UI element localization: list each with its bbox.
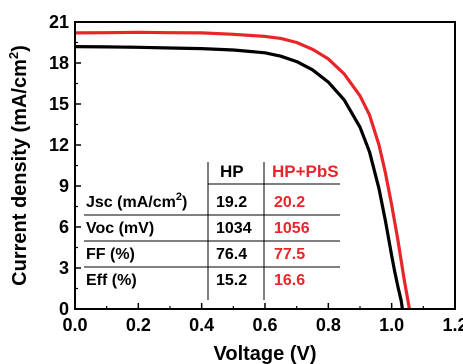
x-tick-label: 0.6: [252, 315, 277, 335]
plot-frame: [74, 21, 456, 310]
x-tick-label: 0.4: [189, 315, 214, 335]
parameters-table: HP HP+PbS Jsc (mA/cm2) 19.2 20.2 Voc (mV) 1034…: [84, 162, 340, 300]
table-cell-hp-pbs: 20.2: [274, 194, 305, 211]
x-axis-ticks: 0.0 0.2 0.4 0.6 0.8 1.0 1.2: [62, 303, 463, 335]
series-line-hp: [74, 45, 404, 310]
y-axis-label-end: ): [9, 45, 31, 52]
table-cell-hp-pbs: 16.6: [274, 272, 305, 289]
series-line-hp-pbs: [74, 30, 411, 310]
table-row-label: Eff (%): [86, 272, 137, 289]
y-tick-label: 3: [59, 258, 69, 278]
table-cell-hp: 15.2: [216, 272, 247, 289]
series-layer: [74, 30, 411, 310]
table-cell-hp-pbs: 1056: [274, 220, 310, 237]
y-axis-label-main: Current density (mA/cm: [9, 59, 31, 286]
x-tick-label: 1.2: [442, 315, 463, 335]
table-row-label: Jsc (mA/cm2): [86, 191, 187, 211]
y-tick-label: 15: [49, 94, 69, 114]
table-row-label: FF (%): [86, 246, 135, 263]
table-cell-hp: 1034: [216, 220, 252, 237]
table-header-hp: HP: [220, 162, 244, 181]
y-tick-label: 6: [59, 217, 69, 237]
table-row-label: Voc (mV): [86, 220, 154, 237]
x-tick-label: 1.0: [379, 315, 404, 335]
table-cell-hp-pbs: 77.5: [274, 246, 305, 263]
x-tick-label: 0.0: [62, 315, 87, 335]
x-axis-label: Voltage (V): [214, 343, 317, 364]
table-header-hp-pbs: HP+PbS: [272, 162, 339, 181]
y-tick-label: 18: [49, 53, 69, 73]
table-cell-hp: 76.4: [216, 246, 247, 263]
y-axis-ticks: 0 3 6 9 12 15 18 21: [49, 12, 81, 319]
y-tick-label: 12: [49, 135, 69, 155]
y-tick-label: 21: [49, 12, 69, 32]
x-tick-label: 0.2: [126, 315, 151, 335]
y-axis-label-sup: 2: [6, 52, 21, 59]
x-tick-label: 0.8: [316, 315, 341, 335]
table-cell-hp: 19.2: [216, 194, 247, 211]
y-tick-label: 0: [59, 299, 69, 319]
y-axis-label: Current density (mA/cm2): [6, 45, 31, 286]
y-tick-label: 9: [59, 176, 69, 196]
